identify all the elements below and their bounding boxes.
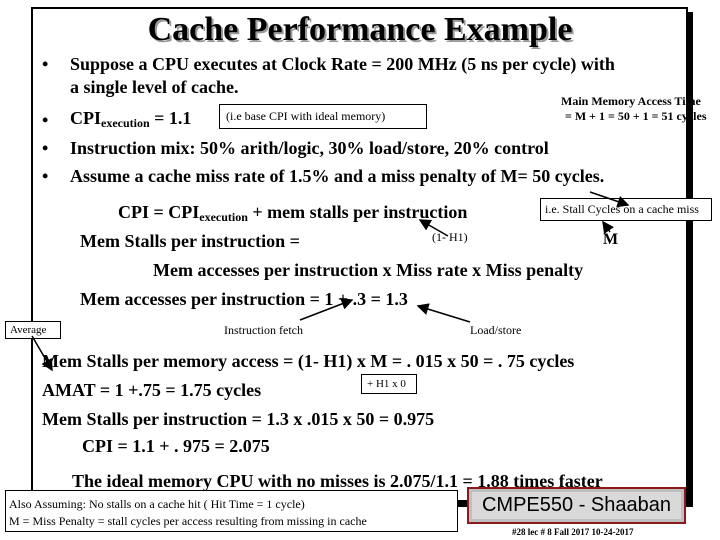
ideal-memory-note-box: (i.e base CPI with ideal memory) — [219, 104, 427, 129]
ideal-memory-speedup: The ideal memory CPU with no misses is 2… — [72, 471, 603, 491]
bullet-clock-rate: Suppose a CPU executes at Clock Rate = 2… — [70, 54, 615, 74]
cpi-equation-subscript: execution — [199, 210, 248, 224]
course-badge-text: CMPE550 - Shaaban — [472, 492, 681, 519]
main-memory-access-value: = M + 1 = 50 + 1 = 51 cycles — [565, 109, 707, 123]
slide-title: Cache Performance Example — [147, 11, 573, 48]
bullet-instruction-mix: Instruction mix: 50% arith/logic, 30% lo… — [70, 138, 549, 158]
mem-stalls-label: Mem Stalls per instruction = — [80, 231, 300, 251]
h1x0-label: + H1 x 0 — [367, 378, 406, 390]
stalls-per-access: Mem Stalls per memory access = (1- H1) x… — [42, 351, 575, 371]
arrow-h1 — [418, 219, 449, 237]
h1x0-box: + H1 x 0 — [361, 374, 417, 394]
arrow-m — [602, 220, 614, 235]
instruction-fetch-label: Instruction fetch — [224, 323, 303, 337]
bullet-single-cache: a single level of cache. — [70, 77, 239, 97]
load-store-label: Load/store — [470, 323, 522, 337]
bullet-marker: • — [42, 54, 49, 74]
average-label: Average — [10, 324, 47, 336]
arrow-stall-note — [589, 191, 630, 208]
assumption-line1: Also Assuming: No stalls on a cache hit … — [9, 497, 305, 511]
assumption-box: Also Assuming: No stalls on a cache hit … — [5, 490, 458, 532]
main-memory-access-label: Main Memory Access Time — [561, 94, 701, 108]
mem-accesses-equation: Mem accesses per instruction = 1 + .3 = … — [80, 289, 408, 309]
m-label: M — [603, 231, 619, 248]
frame-shadow-right — [688, 12, 693, 507]
bullet-marker: • — [42, 110, 49, 130]
ideal-memory-note: (i.e base CPI with ideal memory) — [226, 109, 386, 123]
cpi-value: = 1.1 — [154, 108, 192, 128]
cpi-result: CPI = 1.1 + . 975 = 2.075 — [82, 436, 270, 456]
amat-line: AMAT = 1 +.75 = 1.75 cycles — [42, 380, 262, 400]
bullet-marker: • — [42, 166, 49, 186]
bullet-miss-rate: Assume a cache miss rate of 1.5% and a m… — [70, 166, 605, 186]
bullet-marker: • — [42, 138, 49, 158]
arrow-instruction-fetch — [299, 298, 354, 321]
cpi-equation-lhs: CPI = CPI — [118, 202, 200, 222]
cpi-equation: CPI = CPIexecution + mem stalls per inst… — [118, 202, 467, 225]
mem-stalls-formula: Mem accesses per instruction x Miss rate… — [153, 260, 584, 280]
arrow-average — [31, 335, 53, 372]
course-badge: CMPE550 - Shaaban — [467, 487, 686, 524]
stall-note-box: i.e. Stall Cycles on a cache miss — [540, 198, 712, 221]
h1-label: (1- H1) — [432, 230, 468, 244]
arrow-load-store — [416, 303, 471, 323]
cpi-text: CPI — [70, 108, 101, 128]
cpi-equation-rhs: + mem stalls per instruction — [247, 202, 468, 222]
cpi-subscript: execution — [101, 116, 150, 130]
slide-footer: #28 lec # 8 Fall 2017 10-24-2017 — [512, 527, 634, 537]
bullet-cpi-execution: CPIexecution = 1.1 — [70, 108, 191, 131]
stall-note: i.e. Stall Cycles on a cache miss — [545, 202, 699, 216]
stalls-per-instruction: Mem Stalls per instruction = 1.3 x .015 … — [42, 409, 435, 429]
assumption-line2: M = Miss Penalty = stall cycles per acce… — [9, 514, 367, 528]
